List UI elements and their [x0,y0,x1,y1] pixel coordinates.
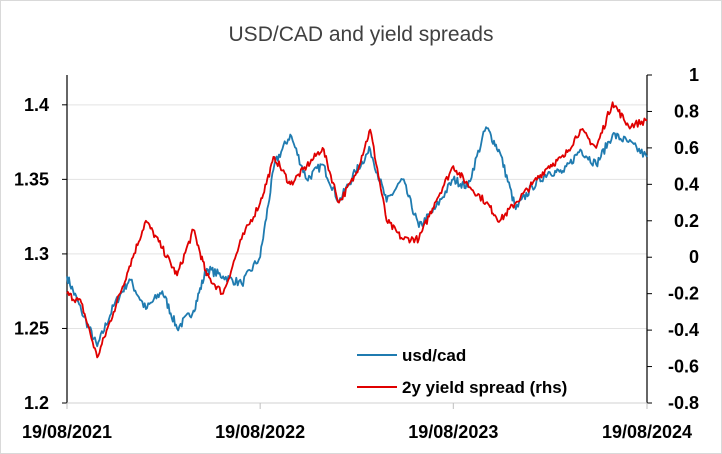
right-axis-tick-label: 0 [689,247,699,267]
x-axis-tick-label: 19/08/2024 [602,422,692,442]
left-axis-tick-label: 1.4 [24,95,49,115]
series-line-yield-spread [66,101,648,359]
left-axis-tick-label: 1.25 [14,318,49,338]
left-axis-ticks: 1.2 1.25 1.3 1.35 1.4 [14,95,49,413]
x-axis-tick-label: 19/08/2023 [408,422,498,442]
left-axis-tick-label: 1.3 [24,244,49,264]
right-axis-tick-label: 0.2 [674,211,699,231]
legend: usd/cad 2y yield spread (rhs) [357,346,567,397]
axes [62,74,652,409]
right-axis-tick-label: -0.2 [668,284,699,304]
right-axis-tick-label: 0.8 [674,101,699,121]
series-group [66,101,648,359]
legend-label-yield-spread: 2y yield spread (rhs) [402,378,567,397]
chart-title: USD/CAD and yield spreads [229,23,494,46]
right-axis-tick-label: -0.6 [668,357,699,377]
right-axis-ticks: 1 0.8 0.6 0.4 0.2 0 -0.2 -0.4 -0.6 -0.8 [668,65,699,413]
right-axis-tick-label: -0.4 [668,320,699,340]
x-axis-ticks: 19/08/2021 19/08/2022 19/08/2023 19/08/2024 [22,422,692,442]
right-axis-tick-label: 1 [689,65,699,85]
gridlines [67,104,647,329]
series-line-usdcad [66,126,648,348]
x-axis-tick-label: 19/08/2022 [215,422,305,442]
right-axis-tick-label: 0.4 [674,174,699,194]
left-axis-tick-label: 1.35 [14,169,49,189]
right-axis-tick-label: -0.8 [668,393,699,413]
x-axis-tick-label: 19/08/2021 [22,422,112,442]
right-axis-tick-label: 0.6 [674,138,699,158]
left-axis-tick-label: 1.2 [24,393,49,413]
legend-label-usdcad: usd/cad [402,346,466,365]
